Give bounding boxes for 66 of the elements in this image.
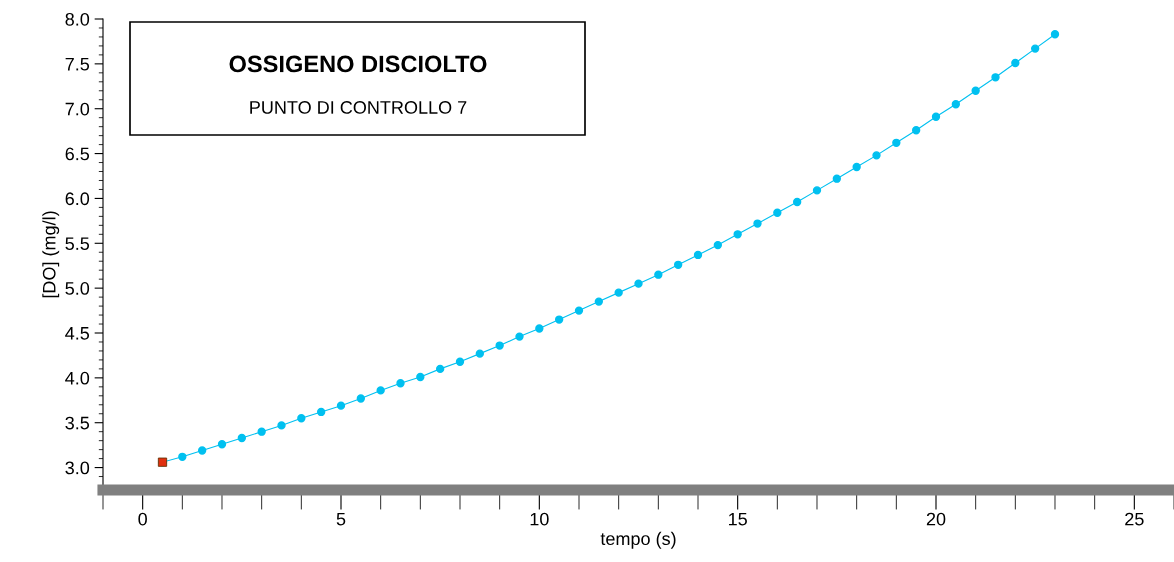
- point: [1050, 30, 1060, 39]
- point: [435, 364, 445, 374]
- y-tick-label: 7.0: [65, 102, 90, 116]
- point: [911, 126, 921, 135]
- point: [277, 421, 286, 430]
- point: [396, 379, 405, 388]
- point: [634, 279, 643, 288]
- point: [733, 230, 742, 239]
- y-tick-label: 3.5: [65, 416, 90, 430]
- point: [773, 208, 782, 217]
- point: [971, 86, 980, 95]
- y-tick-label: 7.5: [65, 57, 90, 71]
- point: [535, 324, 544, 333]
- x-tick-label: 15: [729, 512, 747, 526]
- x-tick-label: 20: [926, 512, 946, 526]
- point: [594, 297, 604, 306]
- y-tick-label: 4.0: [65, 371, 90, 385]
- x-axis-title: tempo (s): [600, 531, 676, 549]
- x-tick-label: 5: [336, 512, 346, 526]
- point: [178, 452, 187, 461]
- x-tick-label: 10: [530, 512, 549, 526]
- y-tick-label: 5.0: [65, 282, 90, 295]
- x-tick-label: 25: [1125, 512, 1144, 526]
- point: [832, 174, 842, 183]
- point: [217, 440, 227, 449]
- point: [416, 372, 425, 382]
- point: [376, 386, 385, 395]
- point: [475, 349, 485, 358]
- point: [197, 446, 207, 455]
- x-tick-label: 0: [138, 512, 147, 526]
- point: [455, 357, 465, 366]
- point: [654, 270, 663, 279]
- point: [792, 197, 802, 207]
- point: [753, 219, 762, 228]
- point: [495, 341, 504, 350]
- y-axis-title: [DO] (mg/l): [42, 211, 60, 298]
- point: [673, 260, 683, 269]
- y-tick-label: 4.5: [65, 327, 90, 340]
- point: [713, 240, 723, 250]
- point: [951, 100, 961, 109]
- text: PUNTO DI CONTROLLO 7: [250, 101, 467, 114]
- point: [237, 433, 247, 443]
- y-tick-label: 3.0: [65, 461, 90, 475]
- point: [554, 315, 564, 324]
- point: [931, 112, 941, 121]
- point: [872, 151, 881, 160]
- point: [297, 414, 306, 423]
- y-tick-label: 6.5: [65, 147, 90, 161]
- point: [515, 332, 524, 341]
- point: [614, 288, 623, 297]
- point: [257, 427, 266, 436]
- y-tick-label: 5.5: [65, 237, 90, 251]
- y-tick-label: 8.0: [65, 12, 90, 26]
- point: [693, 250, 703, 260]
- y-tick-label: 6.0: [65, 192, 90, 206]
- point: [336, 401, 346, 410]
- point: [892, 138, 901, 147]
- point: [316, 407, 326, 417]
- point: [852, 162, 861, 172]
- text: OSSIGENO DISCIOLTO: [229, 55, 487, 73]
- point: [574, 306, 584, 315]
- point: [356, 394, 366, 403]
- point: [991, 73, 1000, 82]
- point: [812, 186, 822, 195]
- point: [1011, 58, 1020, 68]
- point: [1030, 44, 1040, 53]
